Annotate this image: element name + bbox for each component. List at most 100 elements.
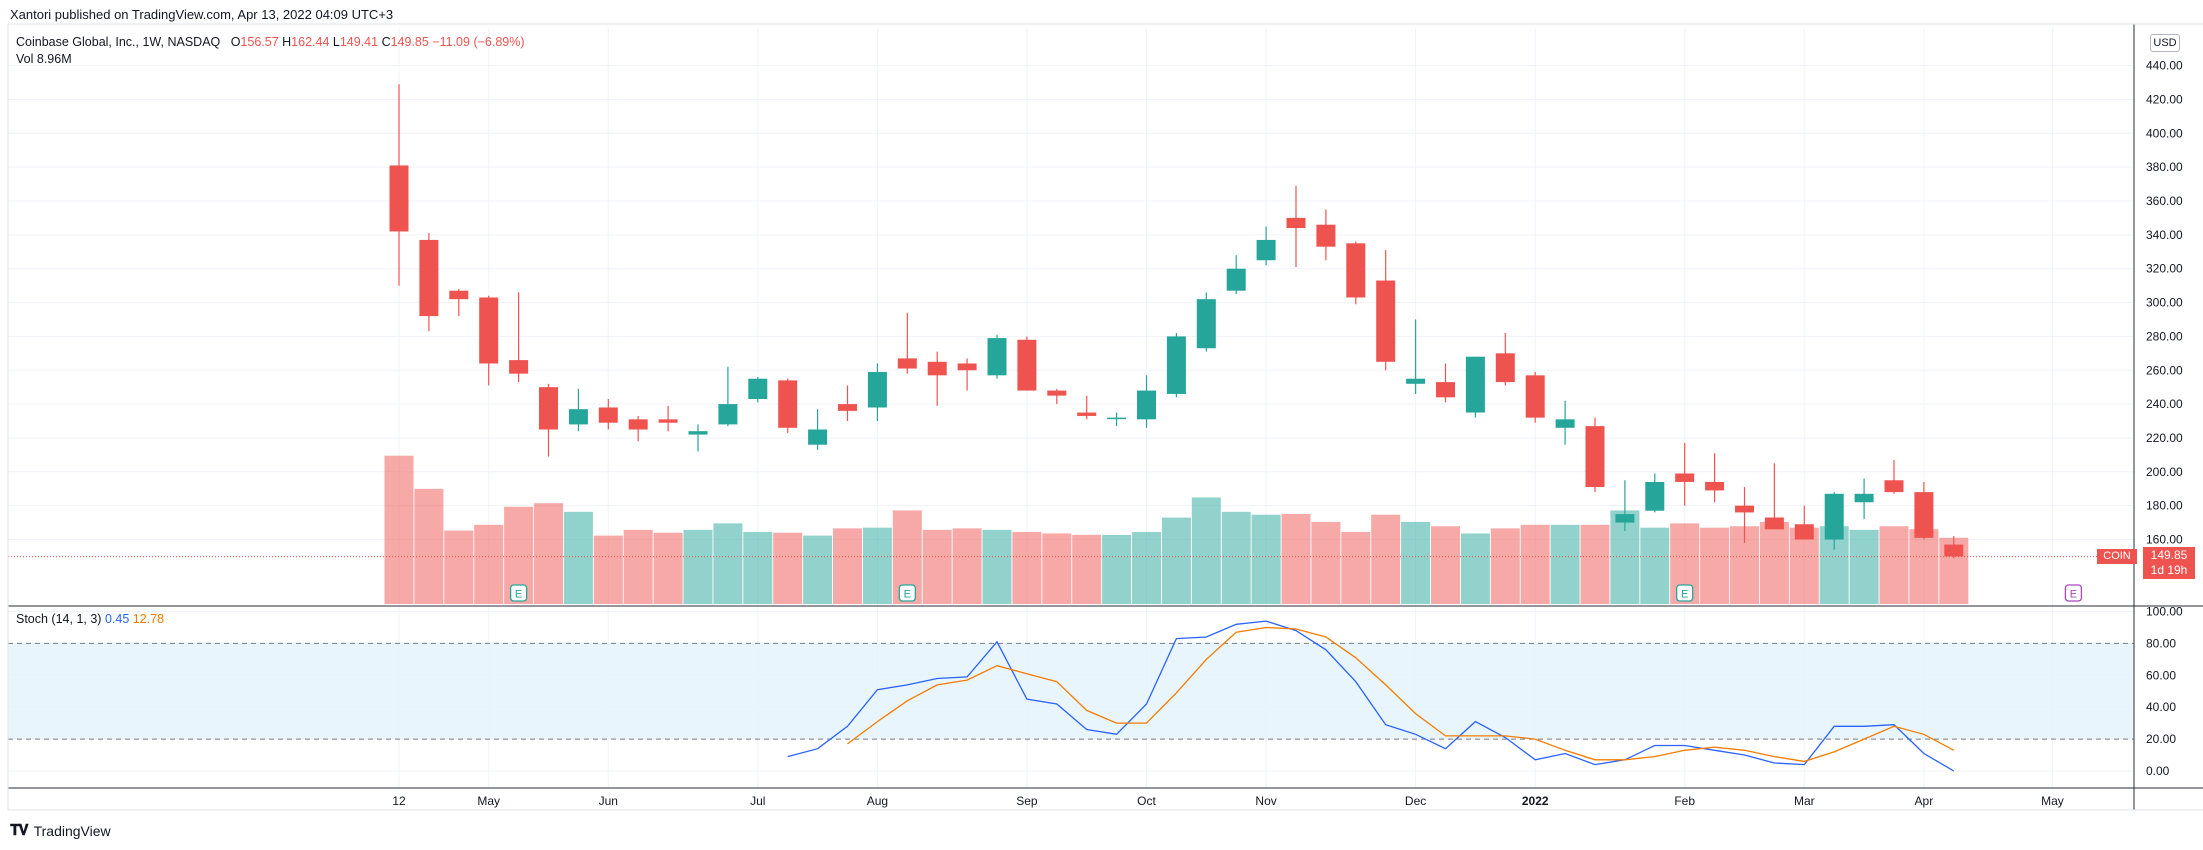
earnings-marker[interactable]: E	[1676, 584, 1694, 602]
candle[interactable]	[1615, 480, 1635, 532]
volume-bar	[1909, 529, 1939, 604]
candle[interactable]	[479, 295, 499, 386]
candle[interactable]	[1436, 363, 1455, 403]
candle[interactable]	[1256, 226, 1276, 266]
earnings-letter: E	[515, 589, 522, 601]
candle[interactable]	[1824, 492, 1844, 550]
candle[interactable]	[628, 415, 648, 442]
candle[interactable]	[568, 388, 588, 432]
candle-body	[1705, 481, 1725, 491]
candle-body	[1316, 224, 1336, 247]
candle[interactable]	[1376, 250, 1396, 371]
candlestick-series[interactable]	[389, 84, 1964, 559]
volume-label[interactable]: Vol	[16, 52, 34, 66]
candle[interactable]	[1077, 395, 1097, 420]
earnings-letter: E	[1681, 589, 1688, 601]
candle[interactable]	[1705, 453, 1725, 503]
price-tick-label: 220.00	[2146, 431, 2183, 445]
volume-bar	[1161, 517, 1191, 604]
candle[interactable]	[1525, 371, 1545, 423]
symbol-legend: Coinbase Global, Inc., 1W, NASDAQ O156.5…	[16, 35, 525, 49]
candle[interactable]	[1465, 356, 1485, 418]
time-tick-label: 2022	[1522, 794, 1549, 808]
candle[interactable]	[1555, 400, 1575, 445]
symbol-tag: COIN	[2097, 549, 2137, 564]
symbol-name[interactable]: Coinbase Global, Inc., 1W, NASDAQ	[16, 35, 221, 49]
candle[interactable]	[808, 409, 828, 450]
candle-body	[1675, 473, 1695, 482]
stoch-label[interactable]: Stoch (14, 1, 3)	[16, 612, 102, 626]
candle[interactable]	[1047, 388, 1067, 405]
candle-body	[1555, 419, 1575, 428]
candle[interactable]	[389, 84, 409, 286]
candle[interactable]	[1764, 463, 1784, 530]
volume-bar	[653, 532, 683, 604]
candle[interactable]	[449, 289, 469, 317]
candle[interactable]	[1166, 333, 1186, 398]
footer-brand[interactable]: 𝐓𝐕 TradingView	[10, 822, 111, 839]
candle[interactable]	[838, 385, 857, 422]
candle-body	[688, 431, 708, 435]
candle[interactable]	[1346, 241, 1366, 305]
volume-bar	[474, 524, 504, 604]
candle[interactable]	[1585, 417, 1605, 493]
earnings-marker[interactable]: E	[898, 584, 916, 602]
earnings-marker[interactable]: E	[509, 584, 528, 602]
candle-body	[1406, 378, 1426, 384]
earnings-marker-box	[509, 584, 528, 602]
candle[interactable]	[419, 233, 439, 332]
volume-bar	[444, 530, 474, 604]
earnings-marker[interactable]: E	[2064, 584, 2083, 602]
candle[interactable]	[1137, 375, 1156, 428]
candle[interactable]	[1406, 319, 1426, 394]
currency-button[interactable]: USD	[2150, 34, 2180, 52]
stoch-tick-label: 0.00	[2146, 764, 2170, 778]
candle[interactable]	[688, 424, 708, 452]
candle[interactable]	[748, 377, 768, 403]
candle[interactable]	[1794, 505, 1814, 540]
candle[interactable]	[1854, 478, 1874, 520]
candle[interactable]	[598, 399, 618, 430]
candle[interactable]	[1196, 292, 1216, 352]
candle[interactable]	[1495, 333, 1515, 386]
candle[interactable]	[987, 334, 1007, 379]
volume-bar	[623, 529, 653, 604]
candle[interactable]	[1944, 536, 1964, 559]
candle[interactable]	[1017, 336, 1037, 391]
volume-bar	[982, 529, 1012, 604]
candle[interactable]	[867, 363, 887, 422]
candle[interactable]	[778, 378, 798, 433]
candle-body	[1914, 492, 1934, 538]
candle[interactable]	[539, 383, 558, 457]
candle[interactable]	[1914, 481, 1934, 540]
time-axis[interactable]: 12 May Jun Jul Aug Sep Oct Nov Dec 2022 Feb Mar Apr M…	[392, 794, 2063, 808]
candle-body	[1645, 481, 1665, 511]
candle[interactable]	[1107, 412, 1127, 427]
volume-bar	[1849, 529, 1879, 604]
candle[interactable]	[1735, 487, 1754, 543]
candle-body	[1465, 356, 1485, 413]
price-axis[interactable]: 160.00 180.00 200.00 220.00 240.00 260.00 280.…	[2146, 59, 2183, 547]
candle[interactable]	[1884, 459, 1904, 494]
volume-bar	[683, 529, 713, 604]
candle[interactable]	[658, 405, 678, 432]
candle[interactable]	[957, 358, 977, 391]
candle-body	[1615, 514, 1635, 523]
candle[interactable]	[1645, 473, 1665, 513]
candle[interactable]	[1226, 255, 1246, 295]
candle[interactable]	[718, 366, 738, 427]
candle[interactable]	[927, 351, 947, 406]
stoch-axis[interactable]: 0.00 20.00 40.00 60.00 80.00 100.00	[2146, 605, 2183, 779]
candle[interactable]	[1316, 209, 1336, 261]
candle-body	[449, 290, 469, 300]
candle[interactable]	[509, 292, 529, 383]
candle[interactable]	[897, 312, 917, 374]
volume-bar	[862, 527, 892, 604]
candle[interactable]	[1675, 443, 1695, 506]
volume-bar	[1700, 527, 1730, 604]
price-tick-label: 320.00	[2146, 262, 2183, 276]
stoch-level-lines	[8, 642, 2134, 740]
candle[interactable]	[1286, 185, 1306, 268]
